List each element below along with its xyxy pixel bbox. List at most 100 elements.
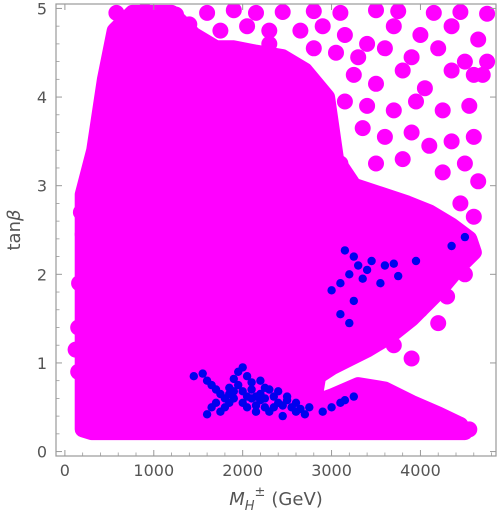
blue-point (242, 403, 252, 412)
blue-point (394, 271, 403, 281)
blue-point (282, 392, 292, 401)
magenta-point (292, 22, 309, 39)
magenta-point (332, 4, 349, 21)
y-axis-title-greek: β (4, 210, 25, 223)
y-axis-title-main: tan (4, 221, 25, 251)
magenta-point (70, 319, 87, 336)
magenta-point (461, 97, 478, 114)
x-axis-title-sub: H (245, 499, 255, 514)
magenta-point (385, 337, 402, 354)
blue-point (318, 407, 327, 416)
magenta-point (225, 4, 242, 19)
magenta-point (136, 4, 153, 20)
magenta-point (456, 266, 473, 283)
magenta-point (261, 35, 278, 52)
blue-point (336, 310, 345, 319)
magenta-point (430, 40, 447, 57)
magenta-point (408, 93, 424, 110)
blue-point (229, 374, 238, 384)
magenta-point (248, 4, 264, 21)
blue-point (256, 376, 265, 385)
blue-point (291, 398, 301, 407)
magenta-point (336, 93, 353, 110)
x-axis-title-main: M (229, 489, 245, 510)
blue-point (225, 389, 234, 399)
blue-point (260, 383, 270, 392)
magenta-point (434, 102, 451, 119)
blue-point (242, 372, 252, 381)
magenta-point (67, 341, 84, 358)
magenta-region-layer (74, 4, 482, 441)
magenta-point (412, 301, 429, 318)
blue-point (207, 403, 216, 412)
magenta-point (412, 408, 429, 425)
magenta-point (274, 4, 291, 20)
magenta-point (421, 137, 438, 154)
magenta-point (452, 4, 469, 20)
blue-point (447, 241, 456, 251)
blue-point (238, 387, 247, 396)
blue-point (376, 279, 385, 288)
y-tick-label: 5 (37, 0, 47, 18)
magenta-point (434, 164, 451, 181)
blue-point (354, 261, 363, 270)
blue-point (380, 261, 390, 270)
magenta-point (359, 35, 376, 52)
magenta-point (376, 128, 393, 145)
magenta-point (305, 40, 322, 57)
blue-point (234, 380, 243, 390)
magenta-point (72, 204, 89, 221)
blue-point (278, 411, 287, 421)
magenta-point (332, 155, 349, 172)
blue-point (327, 403, 336, 412)
magenta-point (456, 53, 473, 70)
magenta-point (465, 208, 482, 225)
magenta-point (359, 97, 376, 114)
magenta-point (199, 4, 216, 21)
blue-point (256, 396, 265, 405)
blue-point (305, 403, 314, 412)
magenta-point (416, 80, 433, 97)
magenta-point (74, 226, 91, 243)
magenta-point (479, 53, 496, 70)
blue-point (460, 232, 470, 242)
y-tick-label: 3 (37, 177, 47, 196)
x-axis-title-unit: (GeV) (271, 489, 322, 510)
blue-point (411, 256, 421, 266)
blue-point (362, 265, 372, 275)
magenta-point (90, 115, 107, 132)
blue-point (349, 392, 358, 401)
blue-point (274, 387, 283, 396)
blue-point (202, 410, 212, 419)
magenta-point (350, 49, 367, 66)
blue-point (238, 363, 247, 372)
magenta-point (394, 62, 411, 79)
blue-point (345, 318, 354, 328)
magenta-point (368, 403, 384, 420)
magenta-point (114, 18, 131, 35)
magenta-point (403, 124, 420, 141)
blue-point (349, 252, 358, 261)
blue-point (367, 256, 376, 266)
magenta-point (145, 19, 162, 36)
plot-frame (55, 3, 497, 457)
y-tick-label: 1 (37, 354, 47, 373)
magenta-point (181, 16, 198, 33)
magenta-point (368, 75, 384, 92)
y-tick-label: 0 (37, 443, 47, 462)
magenta-point (456, 155, 473, 172)
magenta-point (443, 62, 460, 79)
blue-point (389, 259, 398, 268)
magenta-point (314, 18, 331, 35)
blue-point (349, 296, 358, 306)
magenta-point (328, 44, 344, 61)
magenta-point (261, 22, 278, 39)
magenta-point (70, 363, 87, 380)
magenta-point (412, 27, 429, 43)
magenta-point (452, 195, 469, 212)
points-layer (67, 4, 496, 438)
magenta-point (71, 275, 88, 292)
magenta-point (108, 4, 125, 21)
magenta-point (385, 18, 402, 35)
magenta-point (479, 5, 496, 22)
